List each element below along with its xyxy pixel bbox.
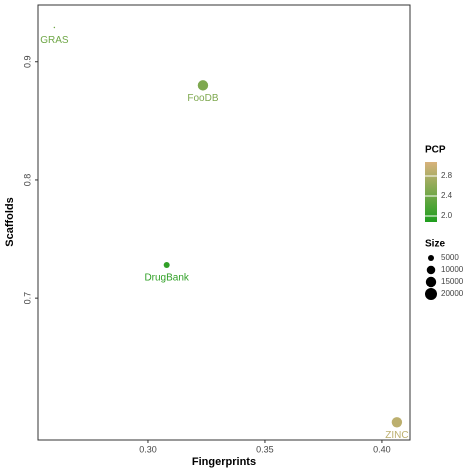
plot-panel (37, 4, 411, 441)
color-bar (425, 162, 437, 222)
color-legend-title: PCP (425, 145, 446, 156)
point (197, 80, 209, 91)
x-tick-label: 0.40 (373, 444, 391, 454)
size-key (426, 265, 436, 275)
color-tick-label: 2.8 (441, 171, 453, 180)
point-label: FooDB (187, 93, 218, 104)
point-label: ZINC (385, 430, 408, 441)
size-tick-label: 5000 (441, 253, 459, 262)
size-legend-title: Size (425, 239, 445, 250)
size-tick-label: 10000 (441, 265, 464, 274)
point-label: GRAS (40, 35, 69, 46)
point (163, 262, 170, 269)
size-key (428, 255, 434, 261)
y-tick-label: 0.9 (22, 55, 32, 68)
y-tick-label: 0.8 (22, 174, 32, 187)
size-tick-label: 15000 (441, 277, 464, 286)
size-key (425, 276, 437, 288)
x-tick-label: 0.35 (256, 444, 274, 454)
size-key (425, 288, 437, 300)
color-tick-label: 2.0 (441, 211, 453, 220)
point-label: DrugBank (144, 273, 189, 284)
size-tick-label: 20000 (441, 289, 464, 298)
point (53, 26, 56, 29)
x-tick-label: 0.30 (139, 444, 157, 454)
y-axis-label: Scaffolds (4, 197, 16, 247)
point (391, 417, 403, 428)
color-tick-label: 2.4 (441, 191, 453, 200)
x-axis-label: Fingerprints (192, 456, 256, 468)
y-tick-label: 0.7 (22, 292, 32, 305)
